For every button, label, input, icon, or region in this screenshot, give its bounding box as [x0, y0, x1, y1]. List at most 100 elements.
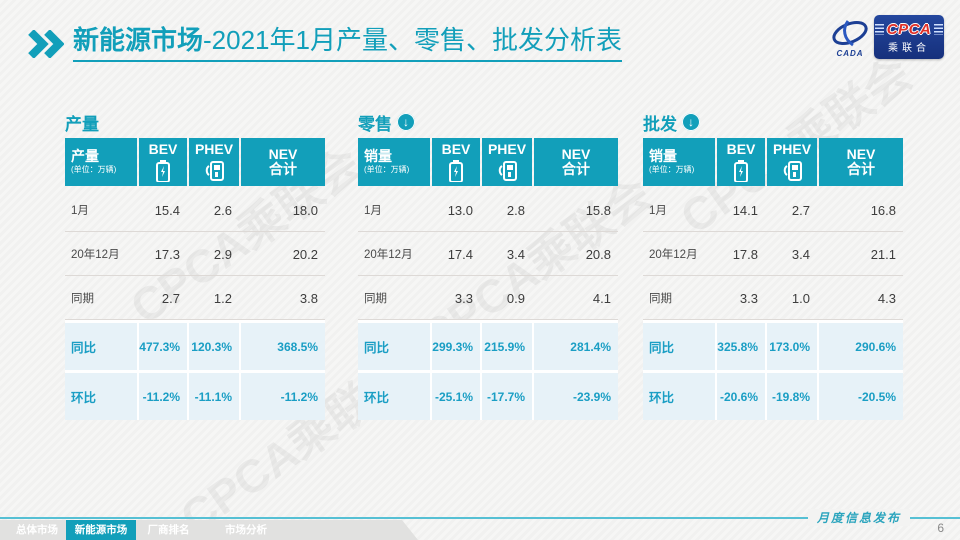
table-row: 20年12月 17.4 3.4 20.8 [358, 232, 618, 276]
nev-value: 281.4% [534, 323, 618, 370]
header-cell-metric: 销量 (单位：万辆) [643, 138, 715, 186]
header-cell-metric: 销量 (单位：万辆) [358, 138, 430, 186]
phev-label: PHEV [772, 141, 812, 158]
nev-label-line2: 合计 [269, 161, 297, 177]
table-row: 同期 2.7 1.2 3.8 [65, 276, 325, 320]
production-table: 产量 (单位：万辆) BEV PHEV NEV 合计 1月 15.4 [65, 138, 325, 420]
row-label: 同比 [358, 323, 430, 370]
nev-value: 20.2 [292, 246, 318, 262]
cpca-subtitle: 乘联合 [888, 42, 930, 54]
table-row-yoy: 同比 477.3% 120.3% 368.5% [65, 320, 325, 370]
nev-label-line1: NEV [268, 145, 298, 162]
table-row: 1月 15.4 2.6 18.0 [65, 188, 325, 232]
battery-icon [449, 159, 463, 182]
row-label: 20年12月 [649, 249, 698, 261]
phev-value: 2.6 [213, 202, 232, 218]
bev-value: 14.1 [732, 202, 758, 218]
header-cell-metric: 产量 (单位：万辆) [65, 138, 137, 186]
unit-label: (单位：万辆) [649, 165, 695, 175]
bev-value: 477.3% [139, 323, 187, 370]
retail-table-group: 零售 ↓ 销量 (单位：万辆) BEV PHEV NEV 合计 [358, 108, 618, 420]
battery-icon [156, 159, 170, 182]
row-label: 环比 [65, 373, 137, 420]
phev-value: 120.3% [189, 323, 239, 370]
charging-station-icon [205, 160, 224, 181]
bev-value: 13.0 [447, 202, 473, 218]
page-title-rest: -2021年1月产量、零售、批发分析表 [203, 25, 622, 55]
page-header: 新能源市场-2021年1月产量、零售、批发分析表 [28, 25, 622, 62]
bev-value: 17.3 [154, 246, 180, 262]
table-header-row: 产量 (单位：万辆) BEV PHEV NEV 合计 [65, 138, 325, 186]
phev-value: -17.7% [482, 373, 532, 420]
bev-label: BEV [148, 141, 178, 158]
circle-down-arrow-icon: ↓ [397, 113, 415, 131]
section-header-production: 产量 [65, 108, 325, 136]
bev-value: -20.6% [717, 373, 765, 420]
nev-value: 18.0 [292, 202, 318, 218]
nev-value: 3.8 [299, 290, 318, 306]
wholesale-table-group: 批发 ↓ 销量 (单位：万辆) BEV PHEV NEV 合计 [643, 108, 903, 420]
row-label: 同期 [364, 293, 387, 305]
phev-value: 0.9 [506, 290, 525, 306]
nev-value: 16.8 [870, 202, 896, 218]
nev-value: 15.8 [585, 202, 611, 218]
cada-swoosh-icon [832, 19, 868, 46]
row-label: 同期 [71, 293, 94, 305]
table-row-mom: 环比 -25.1% -17.7% -23.9% [358, 370, 618, 420]
phev-value: 2.9 [213, 246, 232, 262]
bev-value: 3.3 [739, 290, 758, 306]
table-row: 1月 14.1 2.7 16.8 [643, 188, 903, 232]
page-title-bold: 新能源市场 [73, 25, 204, 55]
phev-value: 215.9% [482, 323, 532, 370]
cpca-label: CPCA [886, 20, 932, 38]
tab-overall-market[interactable]: 总体市场 [16, 524, 58, 536]
bev-value: 3.3 [454, 290, 473, 306]
header-cell-bev: BEV [717, 138, 765, 186]
bev-label: BEV [726, 141, 756, 158]
table-row: 同期 3.3 1.0 4.3 [643, 276, 903, 320]
bev-value: 15.4 [154, 202, 180, 218]
tab-market-analysis[interactable]: 市场分析 [225, 524, 267, 536]
bev-label: BEV [441, 141, 471, 158]
table-row: 20年12月 17.3 2.9 20.2 [65, 232, 325, 276]
header-cell-bev: BEV [139, 138, 187, 186]
section-label: 批发 [643, 114, 677, 134]
cpca-logo-box: CPCA 乘联合 [874, 15, 944, 59]
unit-label: (单位：万辆) [71, 165, 117, 175]
table-row: 20年12月 17.8 3.4 21.1 [643, 232, 903, 276]
row-label: 同比 [643, 323, 715, 370]
logo-stripes [934, 23, 944, 35]
page-title: 新能源市场-2021年1月产量、零售、批发分析表 [73, 25, 622, 62]
row-label: 1月 [649, 205, 667, 217]
row-label: 同期 [649, 293, 672, 305]
phev-label: PHEV [194, 141, 234, 158]
tab-manufacturer-ranking[interactable]: 厂商排名 [147, 524, 190, 536]
phev-value: 3.4 [506, 246, 525, 262]
row-label: 同比 [65, 323, 137, 370]
bev-value: -25.1% [432, 373, 480, 420]
table-row-mom: 环比 -11.2% -11.1% -11.2% [65, 370, 325, 420]
circle-down-arrow-icon: ↓ [682, 113, 700, 131]
header-cell-nev: NEV 合计 [819, 138, 903, 186]
row-label: 1月 [71, 205, 89, 217]
nev-value: 21.1 [870, 246, 896, 262]
nev-value: 290.6% [819, 323, 903, 370]
tab-nev-market[interactable]: 新能源市场 [66, 520, 136, 540]
battery-icon [734, 159, 748, 182]
table-row-yoy: 同比 325.8% 173.0% 290.6% [643, 320, 903, 370]
bev-value: 299.3% [432, 323, 480, 370]
row-label: 1月 [364, 205, 382, 217]
double-chevron-icon [28, 30, 64, 58]
nev-value: -11.2% [241, 373, 325, 420]
footer-tab-bar: 总体市场 新能源市场 厂商排名 市场分析 [0, 520, 418, 540]
nev-value: 4.3 [877, 290, 896, 306]
row-label: 20年12月 [71, 249, 120, 261]
table-row: 同期 3.3 0.9 4.1 [358, 276, 618, 320]
retail-table: 销量 (单位：万辆) BEV PHEV NEV 合计 1月 13.0 [358, 138, 618, 420]
phev-value: -11.1% [189, 373, 239, 420]
table-header-row: 销量 (单位：万辆) BEV PHEV NEV 合计 [358, 138, 618, 186]
nev-label-line2: 合计 [562, 161, 590, 177]
section-label: 零售 [358, 114, 392, 134]
bev-value: 17.8 [732, 246, 758, 262]
footer-note: 月度信息发布 [807, 509, 910, 526]
